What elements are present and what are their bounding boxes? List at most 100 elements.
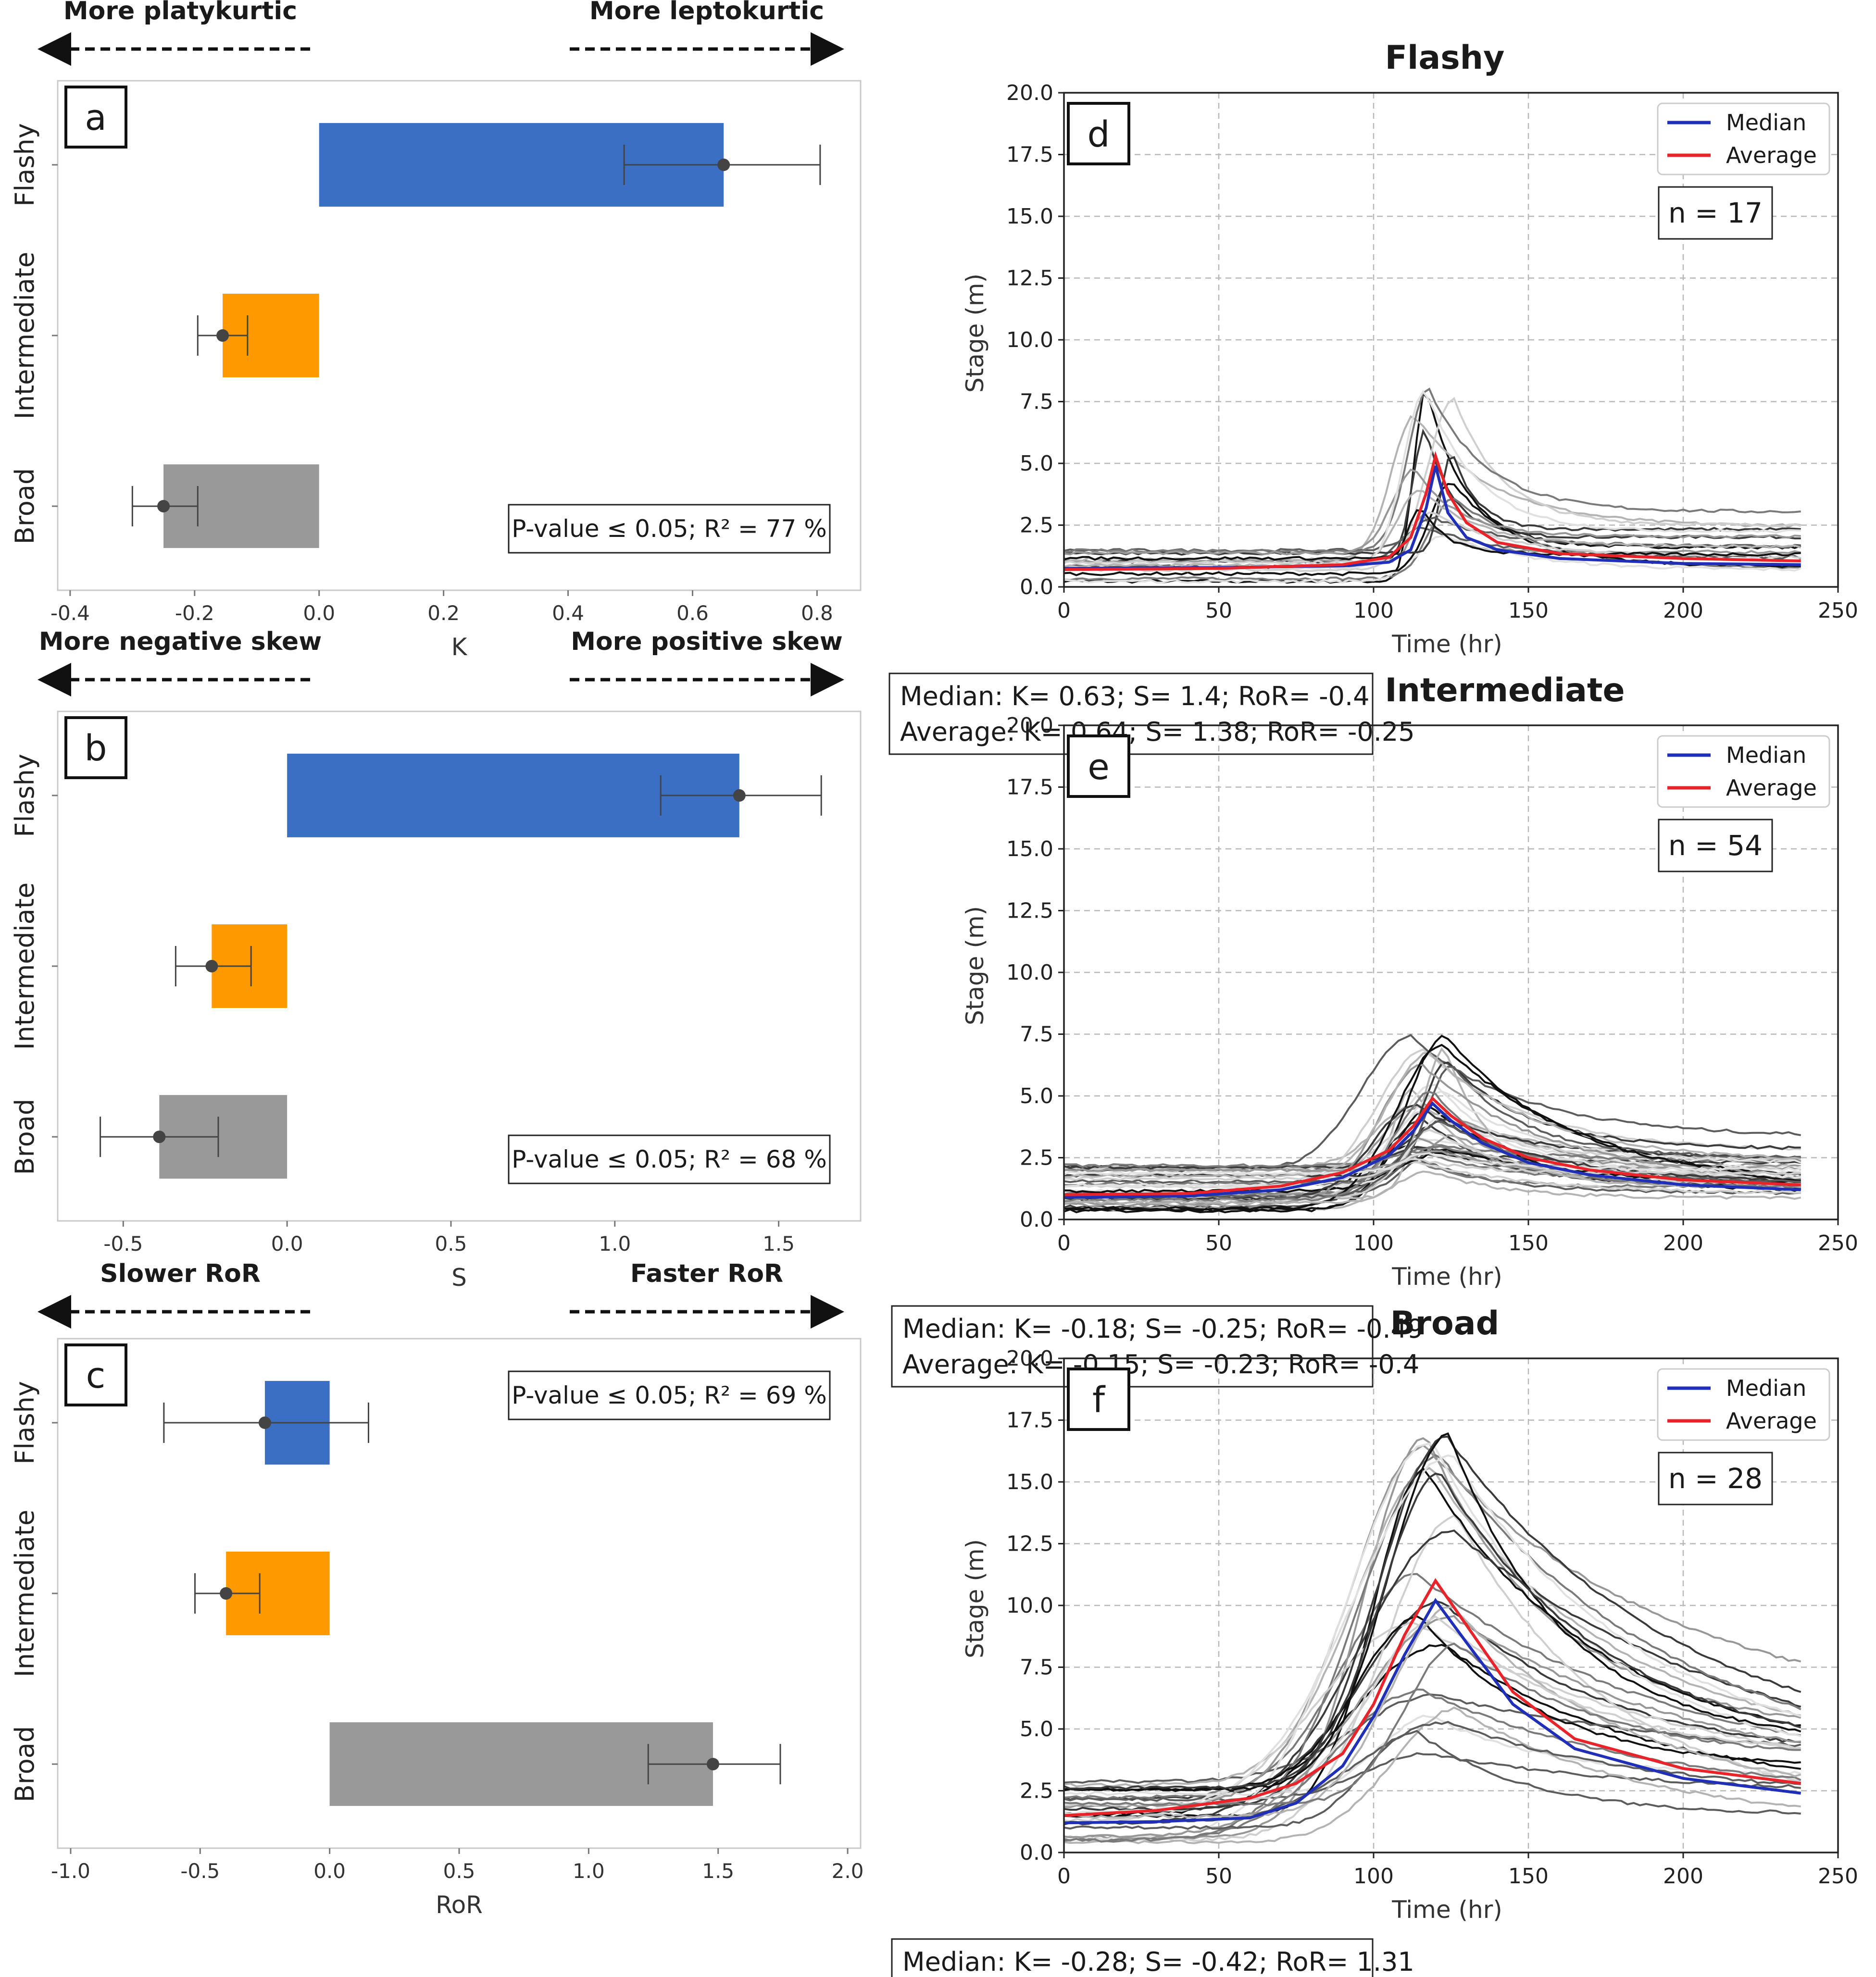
event-hydrograph (1063, 1600, 1801, 1801)
mean-point (220, 1587, 233, 1600)
stat-box (508, 1370, 831, 1420)
hydrograph-panel-e: Intermediate 0.0 2.5 5.0 7.5 10.0 12.5 15.0 17.5… (891, 671, 1858, 1388)
x-tick-label: 200 (1663, 1231, 1703, 1256)
legend-entry: Median (1726, 742, 1806, 768)
direction-left-label: Slower RoR (100, 1259, 261, 1288)
series-line-median (1063, 1101, 1801, 1199)
stat-box (508, 504, 831, 554)
mean-point (258, 1416, 271, 1429)
event-hydrograph (1063, 490, 1801, 568)
event-hydrograph (1064, 1615, 1801, 1807)
y-tick-label: 20.0 (1006, 81, 1053, 105)
chart-title: Intermediate (1385, 671, 1625, 709)
panel-label-box (1067, 734, 1130, 798)
event-hydrograph (1063, 1642, 1801, 1807)
y-tick-label: 10.0 (1006, 328, 1053, 352)
summary-average: Average: K= 0.64; S= 1.38; RoR= -0.25 (900, 717, 1415, 747)
event-hydrograph (1063, 1047, 1801, 1201)
event-hydrograph (1063, 1170, 1801, 1205)
mean-point (205, 960, 218, 972)
event-hydrograph (1063, 387, 1801, 553)
y-tick-label: 7.5 (1020, 1655, 1053, 1680)
mean-point (706, 1758, 719, 1771)
panel-label: f (1092, 1380, 1106, 1421)
y-tick-label: 7.5 (1020, 1022, 1053, 1047)
y-tick-label: 2.5 (1020, 1779, 1053, 1803)
stat-text: P-value ≤ 0.05; R² = 69 % (512, 1381, 827, 1409)
x-tick-label: 200 (1663, 598, 1703, 623)
event-hydrograph (1063, 1715, 1801, 1796)
y-tick-label: 2.5 (1020, 513, 1053, 538)
event-hydrograph (1063, 1112, 1801, 1188)
x-tick-label: 100 (1353, 598, 1394, 623)
y-tick-label: 15.0 (1006, 204, 1053, 229)
event-hydrograph (1063, 1432, 1801, 1792)
category-label: Broad (10, 468, 40, 544)
bar-panel-c: Slower RoR Faster RoR -1.0 -0.5 0.0 0.5 1.0 1.5… (10, 1259, 863, 1919)
x-axis-label: Time (hr) (1391, 1263, 1502, 1291)
stat-box (508, 1134, 831, 1184)
x-tick-label: 150 (1508, 598, 1549, 623)
x-tick-label: 0 (1057, 1864, 1071, 1889)
x-tick-label: 1.0 (573, 1859, 605, 1883)
event-hydrograph (1063, 1615, 1801, 1792)
x-tick-label: 0.0 (271, 1232, 303, 1256)
x-tick-label: 0 (1057, 598, 1071, 623)
legend-entry: Average (1726, 775, 1817, 801)
category-label: Flashy (10, 123, 40, 206)
x-tick-label: 100 (1353, 1231, 1394, 1256)
event-hydrograph (1063, 1150, 1801, 1173)
x-tick-label: 0.4 (552, 601, 584, 625)
y-tick-label: 17.5 (1006, 1408, 1053, 1433)
series-line-average (1063, 450, 1801, 571)
mean-point (153, 1131, 166, 1144)
y-tick-label: 17.5 (1006, 143, 1053, 167)
event-hydrograph (1063, 1514, 1801, 1842)
event-hydrograph (1063, 1693, 1801, 1784)
event-hydrograph (1063, 1052, 1801, 1178)
x-tick-label: -0.4 (50, 601, 90, 625)
y-tick-label: 10.0 (1006, 960, 1053, 985)
x-tick-label: 0.8 (801, 601, 833, 625)
summary-box (891, 1305, 1374, 1388)
category-label: Broad (10, 1726, 40, 1802)
y-tick-label: 2.5 (1020, 1146, 1053, 1170)
legend-entry: Median (1726, 1375, 1806, 1401)
summary-average: Average: K= -0.15; S= -0.23; RoR= -0.4 (902, 1349, 1419, 1380)
category-label: Intermediate (10, 252, 40, 419)
y-tick-label: 10.0 (1006, 1593, 1053, 1618)
event-hydrograph (1063, 1706, 1801, 1844)
chart-title: Flashy (1385, 39, 1505, 77)
y-tick-label: 12.5 (1006, 266, 1053, 291)
y-axis-label: Stage (m) (961, 906, 989, 1025)
x-tick-label: 250 (1818, 598, 1858, 623)
event-hydrograph (1063, 1472, 1801, 1790)
n-count-box (1658, 1452, 1773, 1505)
bar-panel-b: More negative skew More positive skew -0.5… (10, 627, 862, 1292)
event-hydrograph (1063, 397, 1801, 565)
event-hydrograph (1063, 391, 1801, 584)
x-axis-label: K (451, 633, 468, 661)
chart-title: Broad (1390, 1305, 1500, 1343)
direction-left-label: More platykurtic (63, 0, 297, 25)
summary-box (891, 1938, 1374, 1977)
event-hydrograph (1063, 535, 1801, 584)
event-hydrograph (1063, 1688, 1801, 1843)
y-axis-label: Stage (m) (961, 274, 989, 393)
series-line-average (1063, 1578, 1801, 1817)
x-axis-label: Time (hr) (1391, 630, 1502, 658)
x-tick-label: 0.0 (303, 601, 335, 625)
event-hydrograph (1063, 1729, 1801, 1830)
series-line-average (1063, 1096, 1801, 1196)
mean-point (733, 789, 746, 802)
legend-entry: Average (1726, 1408, 1817, 1434)
event-hydrograph (1063, 1467, 1801, 1788)
x-axis-label: S (451, 1264, 467, 1292)
direction-right-label: Faster RoR (630, 1259, 783, 1288)
legend-entry: Average (1726, 142, 1817, 168)
event-hydrograph (1063, 1467, 1801, 1819)
x-tick-label: 0.2 (427, 601, 460, 625)
n-count-box (1658, 819, 1773, 872)
y-tick-label: 5.0 (1020, 451, 1053, 476)
